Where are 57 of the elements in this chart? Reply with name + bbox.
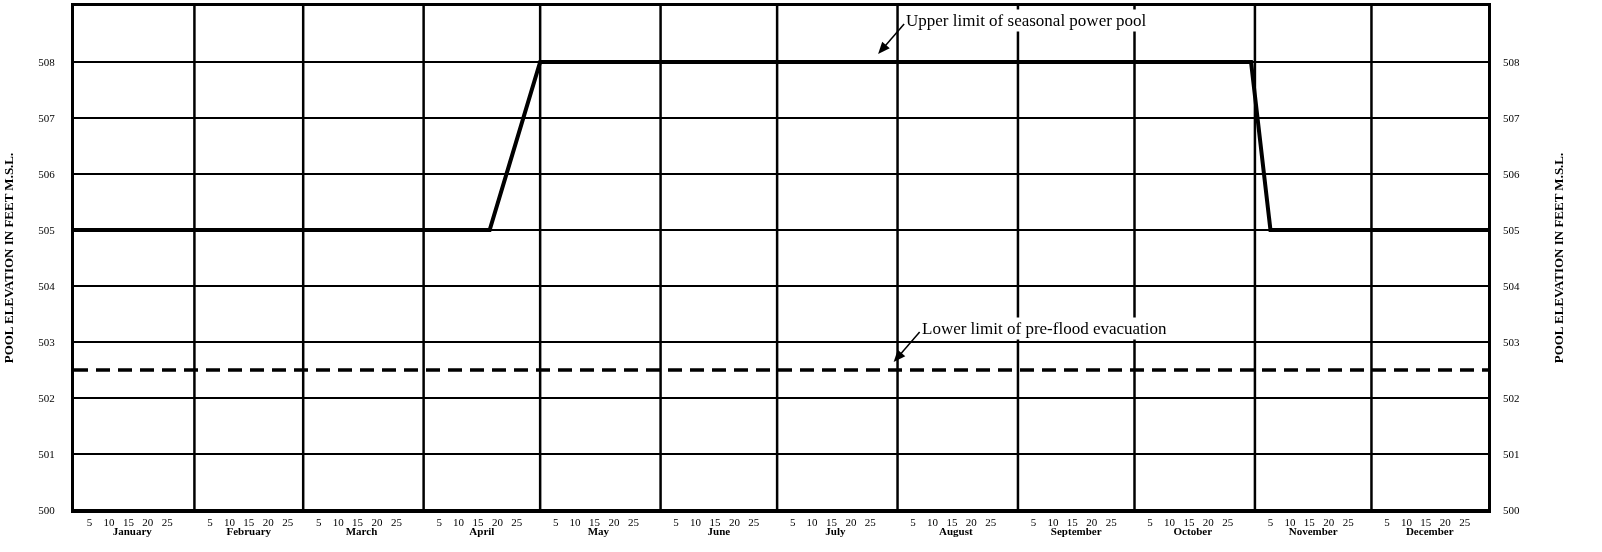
x-tick-label: 10: [569, 516, 582, 529]
x-tick-label: 5: [1267, 516, 1274, 529]
y2-tick-label: 505: [1503, 223, 1520, 236]
x-tick-label: 5: [552, 516, 559, 529]
y2-tick-label: 502: [1503, 391, 1520, 404]
x-tick-label: 25: [1105, 516, 1118, 529]
x-tick-label: 10: [103, 516, 115, 529]
x-tick-label: 10: [806, 516, 819, 529]
x-tick-label: 25: [627, 516, 640, 529]
y2-tick-label: 503: [1503, 335, 1520, 348]
y-tick-label: 506: [38, 167, 56, 180]
y2-axis-title: POOL ELEVATION IN FEET M.S.L.: [1550, 152, 1566, 364]
y-tick-label: 508: [38, 55, 56, 68]
x-tick-label: 25: [390, 516, 403, 529]
x-tick-label: 5: [207, 516, 214, 529]
x-tick-label: 25: [864, 516, 877, 529]
y2-tick-label: 506: [1503, 167, 1520, 180]
x-tick-label: 25: [511, 516, 523, 529]
y-tick-label: 504: [38, 279, 56, 292]
x-tick-label: 25: [1459, 516, 1471, 529]
x-tick-label: 20: [728, 516, 741, 529]
y2-tick-label: 508: [1503, 55, 1520, 68]
y-tick-label: 501: [38, 447, 55, 460]
y2-tick-label: 500: [1503, 503, 1520, 516]
x-tick-label: 10: [927, 516, 939, 529]
x-tick-label: 5: [315, 516, 322, 529]
y2-tick-label: 507: [1503, 111, 1520, 124]
x-tick-label: 5: [1147, 516, 1154, 529]
x-tick-label: 5: [673, 516, 680, 529]
y2-tick-label: 504: [1503, 279, 1520, 292]
y-tick-label: 505: [38, 223, 56, 236]
x-tick-label: 25: [282, 516, 294, 529]
y-tick-label: 500: [38, 503, 56, 516]
x-tick-label: 10: [332, 516, 345, 529]
y-axis-title: POOL ELEVATION IN FEET M.S.L.: [1, 152, 17, 364]
x-tick-label: 10: [1163, 516, 1176, 529]
annotation: Lower limit of pre-flood evacuation: [922, 319, 1168, 338]
y-tick-label: 507: [38, 111, 56, 124]
x-tick-label: 25: [1342, 516, 1355, 529]
y2-tick-label: 501: [1503, 447, 1520, 460]
x-tick-label: 10: [690, 516, 702, 529]
x-tick-label: 25: [1222, 516, 1234, 529]
x-tick-label: 10: [453, 516, 465, 529]
y-tick-label: 502: [38, 391, 55, 404]
x-tick-label: 25: [748, 516, 760, 529]
x-tick-label: 5: [1384, 516, 1391, 529]
x-tick-label: 5: [789, 516, 796, 529]
annotation: Upper limit of seasonal power pool: [906, 11, 1147, 30]
x-tick-label: 5: [436, 516, 443, 529]
x-tick-label: 25: [985, 516, 997, 529]
x-tick-label: 5: [910, 516, 917, 529]
x-tick-label: 20: [845, 516, 857, 529]
x-tick-label: 5: [86, 516, 93, 529]
x-tick-label: 5: [1030, 516, 1037, 529]
x-tick-label: 25: [161, 516, 174, 529]
y-tick-label: 503: [38, 335, 56, 348]
x-tick-label: 20: [608, 516, 620, 529]
